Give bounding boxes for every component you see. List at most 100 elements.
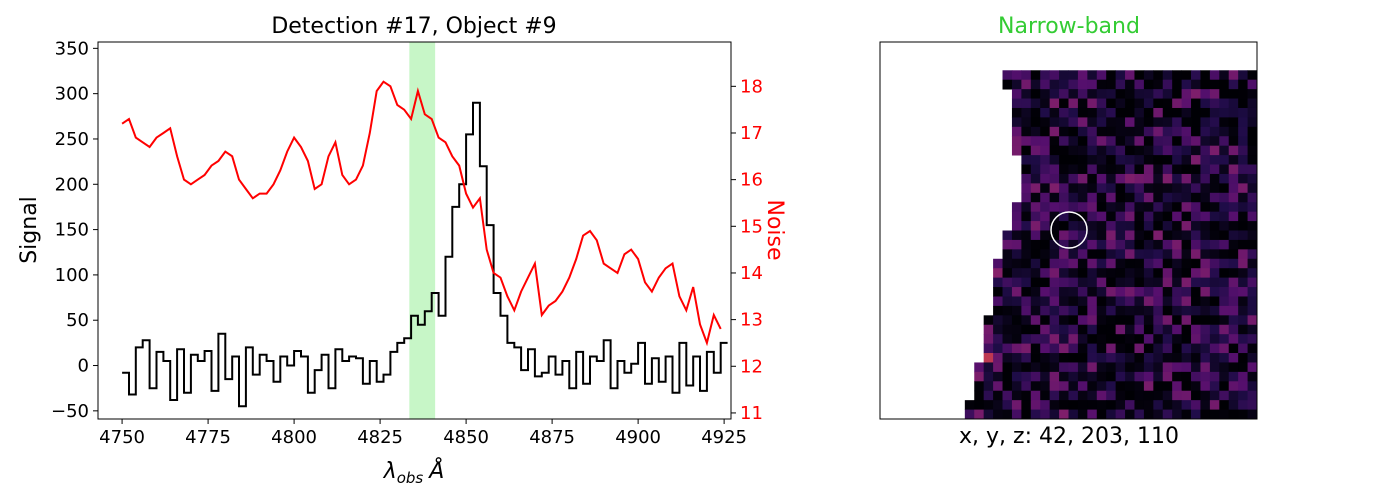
image-pixel [1238, 117, 1248, 128]
image-pixel [1162, 305, 1173, 316]
image-pixel [1059, 145, 1069, 156]
image-pixel [1077, 258, 1088, 269]
image-pixel [1125, 296, 1135, 307]
image-pixel [1200, 296, 1211, 307]
image-pixel [1087, 381, 1098, 392]
image-pixel [1021, 183, 1032, 194]
image-pixel [1134, 343, 1145, 354]
image-pixel [1106, 89, 1117, 99]
image-pixel [1143, 371, 1154, 382]
image-pixel [1209, 390, 1220, 401]
image-pixel [1059, 173, 1069, 184]
image-pixel [1238, 390, 1248, 401]
image-pixel [1030, 343, 1041, 354]
image-pixel [974, 381, 985, 392]
image-pixel [1106, 117, 1117, 128]
image-pixel [1096, 409, 1107, 420]
image-pixel [1011, 409, 1022, 420]
image-pixel [1162, 79, 1173, 90]
image-pixel [1209, 117, 1220, 128]
image-pixel [1115, 98, 1126, 109]
image-pixel [1153, 79, 1164, 90]
image-pixel [1068, 70, 1079, 81]
image-pixel [1096, 268, 1107, 279]
y-tick-label: 300 [55, 84, 89, 105]
image-pixel [1002, 277, 1013, 288]
image-pixel [993, 258, 1003, 269]
image-pixel [1030, 98, 1041, 109]
image-pixel [1191, 239, 1201, 250]
image-pixel [1077, 353, 1088, 363]
image-pixel [1153, 89, 1164, 99]
image-pixel [1002, 409, 1013, 420]
image-pixel [1068, 230, 1079, 241]
image-pixel [1002, 315, 1013, 326]
image-pixel [1068, 258, 1079, 269]
image-pixel [1011, 381, 1022, 392]
image-pixel [1162, 249, 1173, 260]
image-pixel [1087, 277, 1098, 288]
image-pixel [1191, 136, 1201, 147]
image-pixel [1200, 249, 1211, 260]
image-pixel [1125, 70, 1135, 81]
image-pixel [1191, 173, 1201, 184]
image-pixel [1096, 89, 1107, 99]
image-pixel [1162, 221, 1173, 231]
image-pixel [1077, 173, 1088, 184]
image-pixel [1059, 296, 1069, 307]
image-pixel [1059, 202, 1069, 213]
image-pixel [1096, 173, 1107, 184]
image-pixel [1011, 202, 1022, 213]
image-pixel [1011, 136, 1022, 147]
y2-axis-label: Noise [762, 199, 787, 260]
image-pixel [1191, 334, 1201, 345]
image-pixel [1143, 202, 1154, 213]
image-pixel [1162, 400, 1173, 410]
image-pixel [1077, 249, 1088, 260]
image-pixel [1219, 192, 1230, 203]
image-pixel [1219, 89, 1230, 99]
image-pixel [1238, 268, 1248, 279]
image-pixel [1049, 268, 1060, 279]
image-pixel [1040, 305, 1051, 316]
image-pixel [1162, 334, 1173, 345]
image-pixel [1162, 107, 1173, 118]
image-pixel [1228, 221, 1239, 231]
image-pixel [1228, 164, 1239, 175]
image-pixel [1125, 381, 1135, 392]
image-pixel [1059, 287, 1069, 297]
image-pixel [1162, 183, 1173, 194]
image-pixel [1209, 343, 1220, 354]
image-pixel [1030, 249, 1041, 260]
image-pixel [1143, 353, 1154, 363]
image-pixel [1011, 353, 1022, 363]
image-pixel [1087, 221, 1098, 231]
image-pixel [1030, 390, 1041, 401]
image-pixel [1125, 400, 1135, 410]
image-frame [879, 41, 1258, 420]
y-tick-label: 50 [66, 310, 89, 331]
image-pixel [1077, 371, 1088, 382]
y-tick-label: 0 [78, 356, 89, 377]
image-pixel [1209, 211, 1220, 222]
image-pixel [1238, 343, 1248, 354]
image-pixel [1238, 277, 1248, 288]
image-pixel [1181, 390, 1192, 401]
image-pixel [1191, 400, 1201, 410]
image-pixel [1247, 230, 1258, 241]
image-pixel [1087, 315, 1098, 326]
image-pixel [1125, 202, 1135, 213]
image-pixel [1087, 324, 1098, 335]
image-pixel [1125, 107, 1135, 118]
image-pixel [1096, 362, 1107, 373]
image-pixel [1200, 305, 1211, 316]
image-pixel [1040, 258, 1051, 269]
image-pixel [1191, 409, 1201, 420]
image-pixel [1209, 145, 1220, 156]
image-pixel [1059, 381, 1069, 392]
image-pixel [1219, 249, 1230, 260]
image-pixel [1200, 89, 1211, 99]
image-pixel [1059, 192, 1069, 203]
image-pixel [1134, 353, 1145, 363]
image-pixel [1181, 371, 1192, 382]
